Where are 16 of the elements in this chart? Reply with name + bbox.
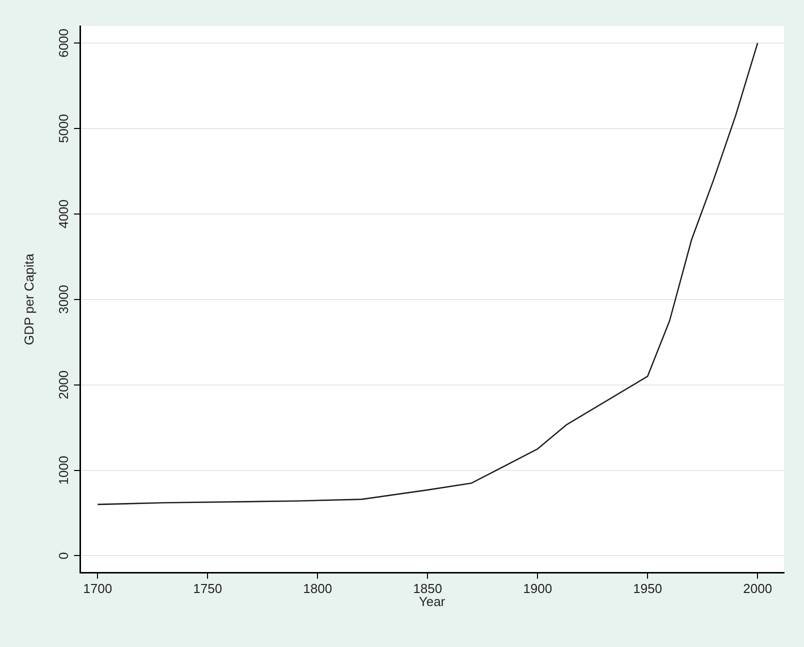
x-tick-label: 1800 [303, 581, 332, 596]
y-tick-label: 4000 [56, 200, 72, 228]
y-tick-label: 3000 [56, 284, 72, 314]
y-tick-label: 1000 [56, 456, 72, 485]
x-tick-label: 1950 [633, 581, 662, 596]
x-tick-label: 2000 [743, 581, 772, 596]
x-tick-label: 1850 [413, 581, 442, 596]
y-tick-label: 6000 [56, 28, 72, 58]
x-tick-label: 1900 [523, 581, 552, 596]
x-tick-label: 1750 [193, 581, 222, 596]
y-tick-label: 5000 [56, 114, 72, 143]
y-tick-label: 2000 [56, 370, 72, 400]
y-tick-label: 0 [56, 552, 72, 560]
x-axis-title: Year [418, 594, 446, 609]
x-tick-label: 1700 [83, 581, 112, 596]
y-axis-title: GDP per Capita [21, 252, 36, 346]
